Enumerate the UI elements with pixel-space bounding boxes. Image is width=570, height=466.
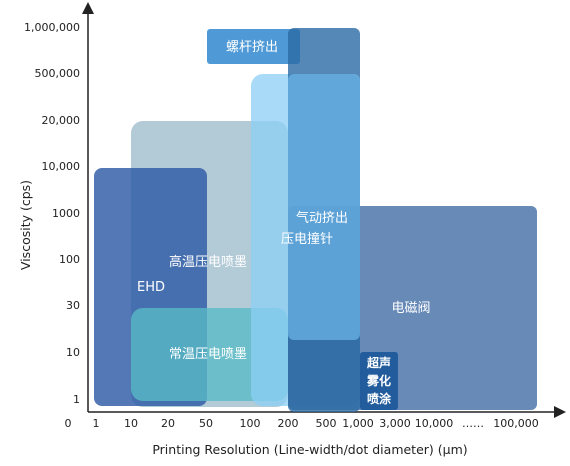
x-tick-label: 100,000 xyxy=(493,417,539,430)
x-tick-label: 0 xyxy=(65,417,72,430)
y-tick-label: 1,000,000 xyxy=(24,21,80,34)
label-ultrasonic-1: 超声 xyxy=(366,355,391,370)
y-tick-label: 1 xyxy=(73,393,80,406)
x-tick-label: 50 xyxy=(199,417,213,430)
y-axis-title: Viscosity (cps) xyxy=(18,180,33,270)
region-rt-piezo xyxy=(131,308,288,401)
label-screw: 螺杆挤出 xyxy=(226,40,278,55)
region-screw xyxy=(207,29,300,64)
y-tick-label: 10 xyxy=(66,346,80,359)
x-tick-label: …… xyxy=(462,417,484,430)
label-pneumatic-2: 压电撞针 xyxy=(281,232,333,247)
x-tick-label: 500 xyxy=(316,417,337,430)
label-pneumatic-1: 气动挤出 xyxy=(296,210,348,226)
region-ultrasonic xyxy=(360,352,398,410)
label-ht-piezo: 高温压电喷墨 xyxy=(169,254,247,270)
x-tick-label: 100 xyxy=(240,417,261,430)
x-tick-label: 1 xyxy=(93,417,100,430)
x-tick-label: 1,000 xyxy=(342,417,374,430)
y-tick-label: 100 xyxy=(59,253,80,266)
y-tick-label: 30 xyxy=(66,299,80,312)
y-tick-label: 10,000 xyxy=(42,160,81,173)
x-tick-label: 10,000 xyxy=(415,417,454,430)
label-ultrasonic-3: 喷涂 xyxy=(367,391,392,406)
region-pneumatic-overlay xyxy=(288,74,360,340)
x-tick-label: 10 xyxy=(124,417,138,430)
label-ehd: EHD xyxy=(137,280,165,295)
x-tick-label: 3,000 xyxy=(379,417,411,430)
y-tick-label: 500,000 xyxy=(35,67,81,80)
label-ultrasonic-2: 雾化 xyxy=(366,373,391,388)
y-tick-label: 20,000 xyxy=(42,114,81,127)
y-tick-label: 1000 xyxy=(52,207,80,220)
x-axis-title: Printing Resolution (Line-width/dot diam… xyxy=(152,442,467,457)
x-tick-label: 200 xyxy=(278,417,299,430)
x-tick-label: 20 xyxy=(161,417,175,430)
label-rt-piezo: 常温压电喷墨 xyxy=(169,347,247,362)
label-solenoid: 电磁阀 xyxy=(391,301,430,316)
